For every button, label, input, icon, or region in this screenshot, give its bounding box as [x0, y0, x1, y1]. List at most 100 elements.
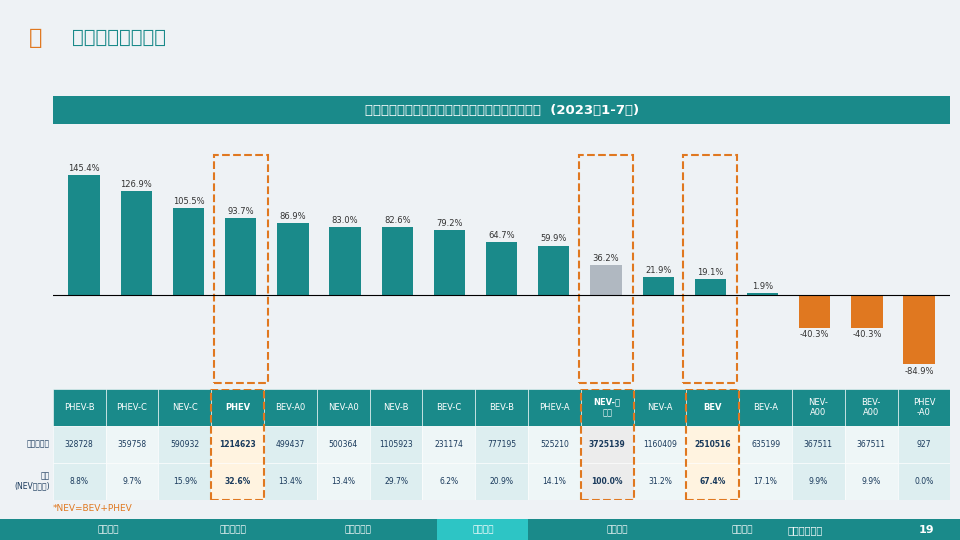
Text: BEV-
A00: BEV- A00: [861, 397, 881, 417]
Bar: [528, 463, 581, 500]
Bar: [792, 426, 845, 463]
Bar: [317, 463, 370, 500]
Bar: [634, 463, 686, 500]
Bar: [845, 389, 898, 426]
Bar: [845, 426, 898, 463]
Bar: [211, 463, 264, 500]
Bar: [686, 389, 739, 426]
Bar: [898, 389, 950, 426]
Bar: [695, 279, 726, 295]
Bar: [642, 276, 674, 295]
Bar: [106, 426, 158, 463]
Text: 3725139: 3725139: [588, 440, 626, 449]
Text: 93.7%: 93.7%: [228, 207, 254, 216]
Text: 64.7%: 64.7%: [489, 231, 515, 240]
Bar: [539, 246, 569, 295]
Text: 品牌企业: 品牌企业: [732, 525, 753, 534]
Text: BEV-A: BEV-A: [753, 403, 779, 412]
Text: 32.6%: 32.6%: [225, 477, 251, 485]
Bar: [581, 463, 634, 500]
Bar: [486, 241, 517, 295]
Text: 13.4%: 13.4%: [331, 477, 355, 485]
Text: 份额
(NEV总市场): 份额 (NEV总市场): [14, 471, 50, 491]
Text: 价格段位: 价格段位: [607, 525, 628, 534]
Text: BEV: BEV: [704, 403, 722, 412]
Text: PHEV
-A0: PHEV -A0: [913, 397, 935, 417]
Text: 2510516: 2510516: [694, 440, 732, 449]
Bar: [225, 218, 256, 295]
Bar: [581, 389, 634, 500]
Bar: [422, 463, 475, 500]
Text: BEV-A0: BEV-A0: [276, 403, 305, 412]
Text: 29.7%: 29.7%: [384, 477, 408, 485]
Bar: [68, 176, 100, 295]
Text: -40.3%: -40.3%: [852, 330, 881, 339]
Bar: [211, 389, 264, 426]
Text: PHEV-A: PHEV-A: [540, 403, 569, 412]
Bar: [53, 389, 106, 426]
Bar: [799, 295, 830, 328]
Text: 500364: 500364: [328, 440, 358, 449]
Bar: [106, 389, 158, 426]
Bar: [53, 426, 106, 463]
Bar: [370, 463, 422, 500]
Bar: [158, 463, 211, 500]
Text: 9.9%: 9.9%: [861, 477, 881, 485]
Bar: [686, 463, 739, 500]
Text: 数据说明: 数据说明: [98, 525, 119, 534]
Text: 15.9%: 15.9%: [173, 477, 197, 485]
Bar: [590, 265, 622, 295]
Text: 777195: 777195: [487, 440, 516, 449]
Bar: [903, 295, 935, 364]
Bar: [158, 426, 211, 463]
Text: PHEV-B: PHEV-B: [64, 403, 94, 412]
Text: 83.0%: 83.0%: [332, 215, 358, 225]
Text: 79.2%: 79.2%: [436, 219, 463, 228]
Text: BEV-B: BEV-B: [489, 403, 515, 412]
Bar: [277, 224, 308, 295]
Text: 新能源市场各级别不同技术类型增速、销量和份额  (2023年1-7月): 新能源市场各级别不同技术类型增速、销量和份额 (2023年1-7月): [365, 104, 638, 117]
Bar: [434, 230, 465, 295]
Text: NEV-B: NEV-B: [383, 403, 409, 412]
Text: 9.9%: 9.9%: [808, 477, 828, 485]
Bar: [684, 156, 737, 383]
Bar: [898, 426, 950, 463]
Bar: [792, 389, 845, 426]
Text: 100.0%: 100.0%: [591, 477, 623, 485]
Text: 525210: 525210: [540, 440, 569, 449]
Text: 126.9%: 126.9%: [120, 180, 153, 188]
Bar: [845, 463, 898, 500]
Text: 20.9%: 20.9%: [490, 477, 514, 485]
Bar: [121, 191, 152, 295]
Bar: [106, 463, 158, 500]
Bar: [437, 519, 528, 540]
Text: 新能源大盘: 新能源大盘: [345, 525, 372, 534]
Bar: [53, 463, 106, 500]
Text: 9.7%: 9.7%: [122, 477, 142, 485]
Text: 590932: 590932: [170, 440, 200, 449]
Text: 231174: 231174: [434, 440, 464, 449]
Bar: [686, 426, 739, 463]
Bar: [528, 426, 581, 463]
Text: 1214623: 1214623: [219, 440, 256, 449]
FancyBboxPatch shape: [35, 96, 960, 125]
Text: 乘用车大盘: 乘用车大盘: [220, 525, 247, 534]
Text: 级别定位细分市场: 级别定位细分市场: [72, 28, 166, 48]
Bar: [579, 156, 633, 383]
Text: 927: 927: [917, 440, 931, 449]
Text: 145.4%: 145.4%: [68, 164, 100, 173]
Bar: [422, 389, 475, 426]
Bar: [739, 426, 792, 463]
Bar: [581, 426, 634, 463]
Text: 59.9%: 59.9%: [540, 234, 567, 244]
Text: NEV-A: NEV-A: [647, 403, 673, 412]
Text: 销量（辆）: 销量（辆）: [27, 440, 50, 449]
Bar: [264, 426, 317, 463]
Bar: [739, 463, 792, 500]
Text: 级别定位: 级别定位: [472, 525, 493, 534]
Text: PHEV: PHEV: [225, 403, 251, 412]
Bar: [581, 389, 634, 426]
Bar: [634, 389, 686, 426]
Text: 31.2%: 31.2%: [648, 477, 672, 485]
Text: 367511: 367511: [856, 440, 886, 449]
